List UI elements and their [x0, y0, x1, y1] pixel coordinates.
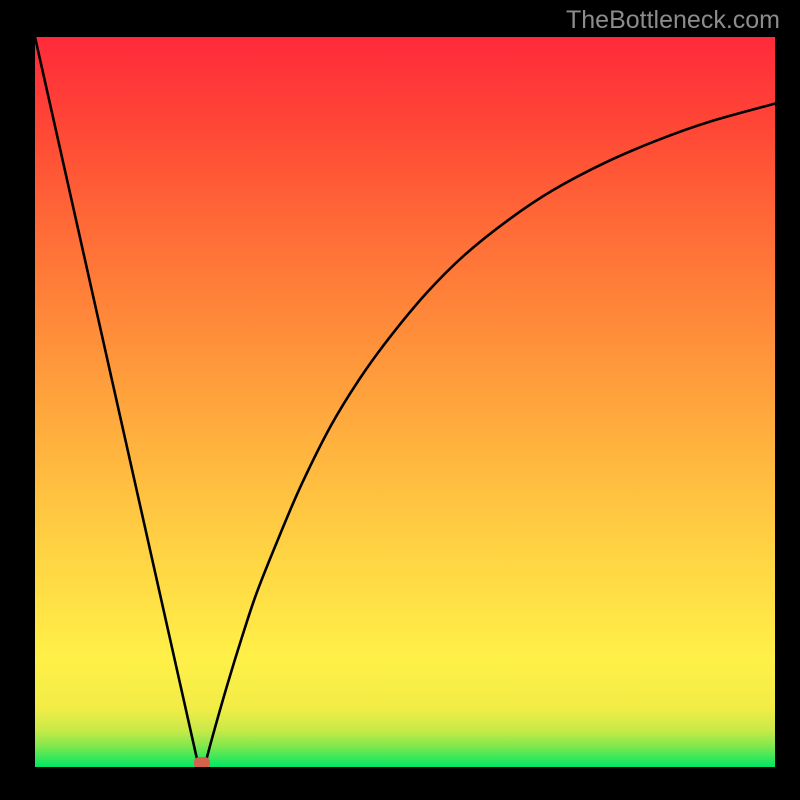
optimal-point-marker: [194, 757, 210, 767]
chart-stage: TheBottleneck.com: [0, 0, 800, 800]
curve-right-segment: [203, 104, 775, 767]
bottleneck-curve: [35, 37, 775, 767]
watermark-text: TheBottleneck.com: [566, 6, 780, 35]
plot-area: [35, 37, 775, 767]
curve-left-segment: [35, 37, 200, 767]
